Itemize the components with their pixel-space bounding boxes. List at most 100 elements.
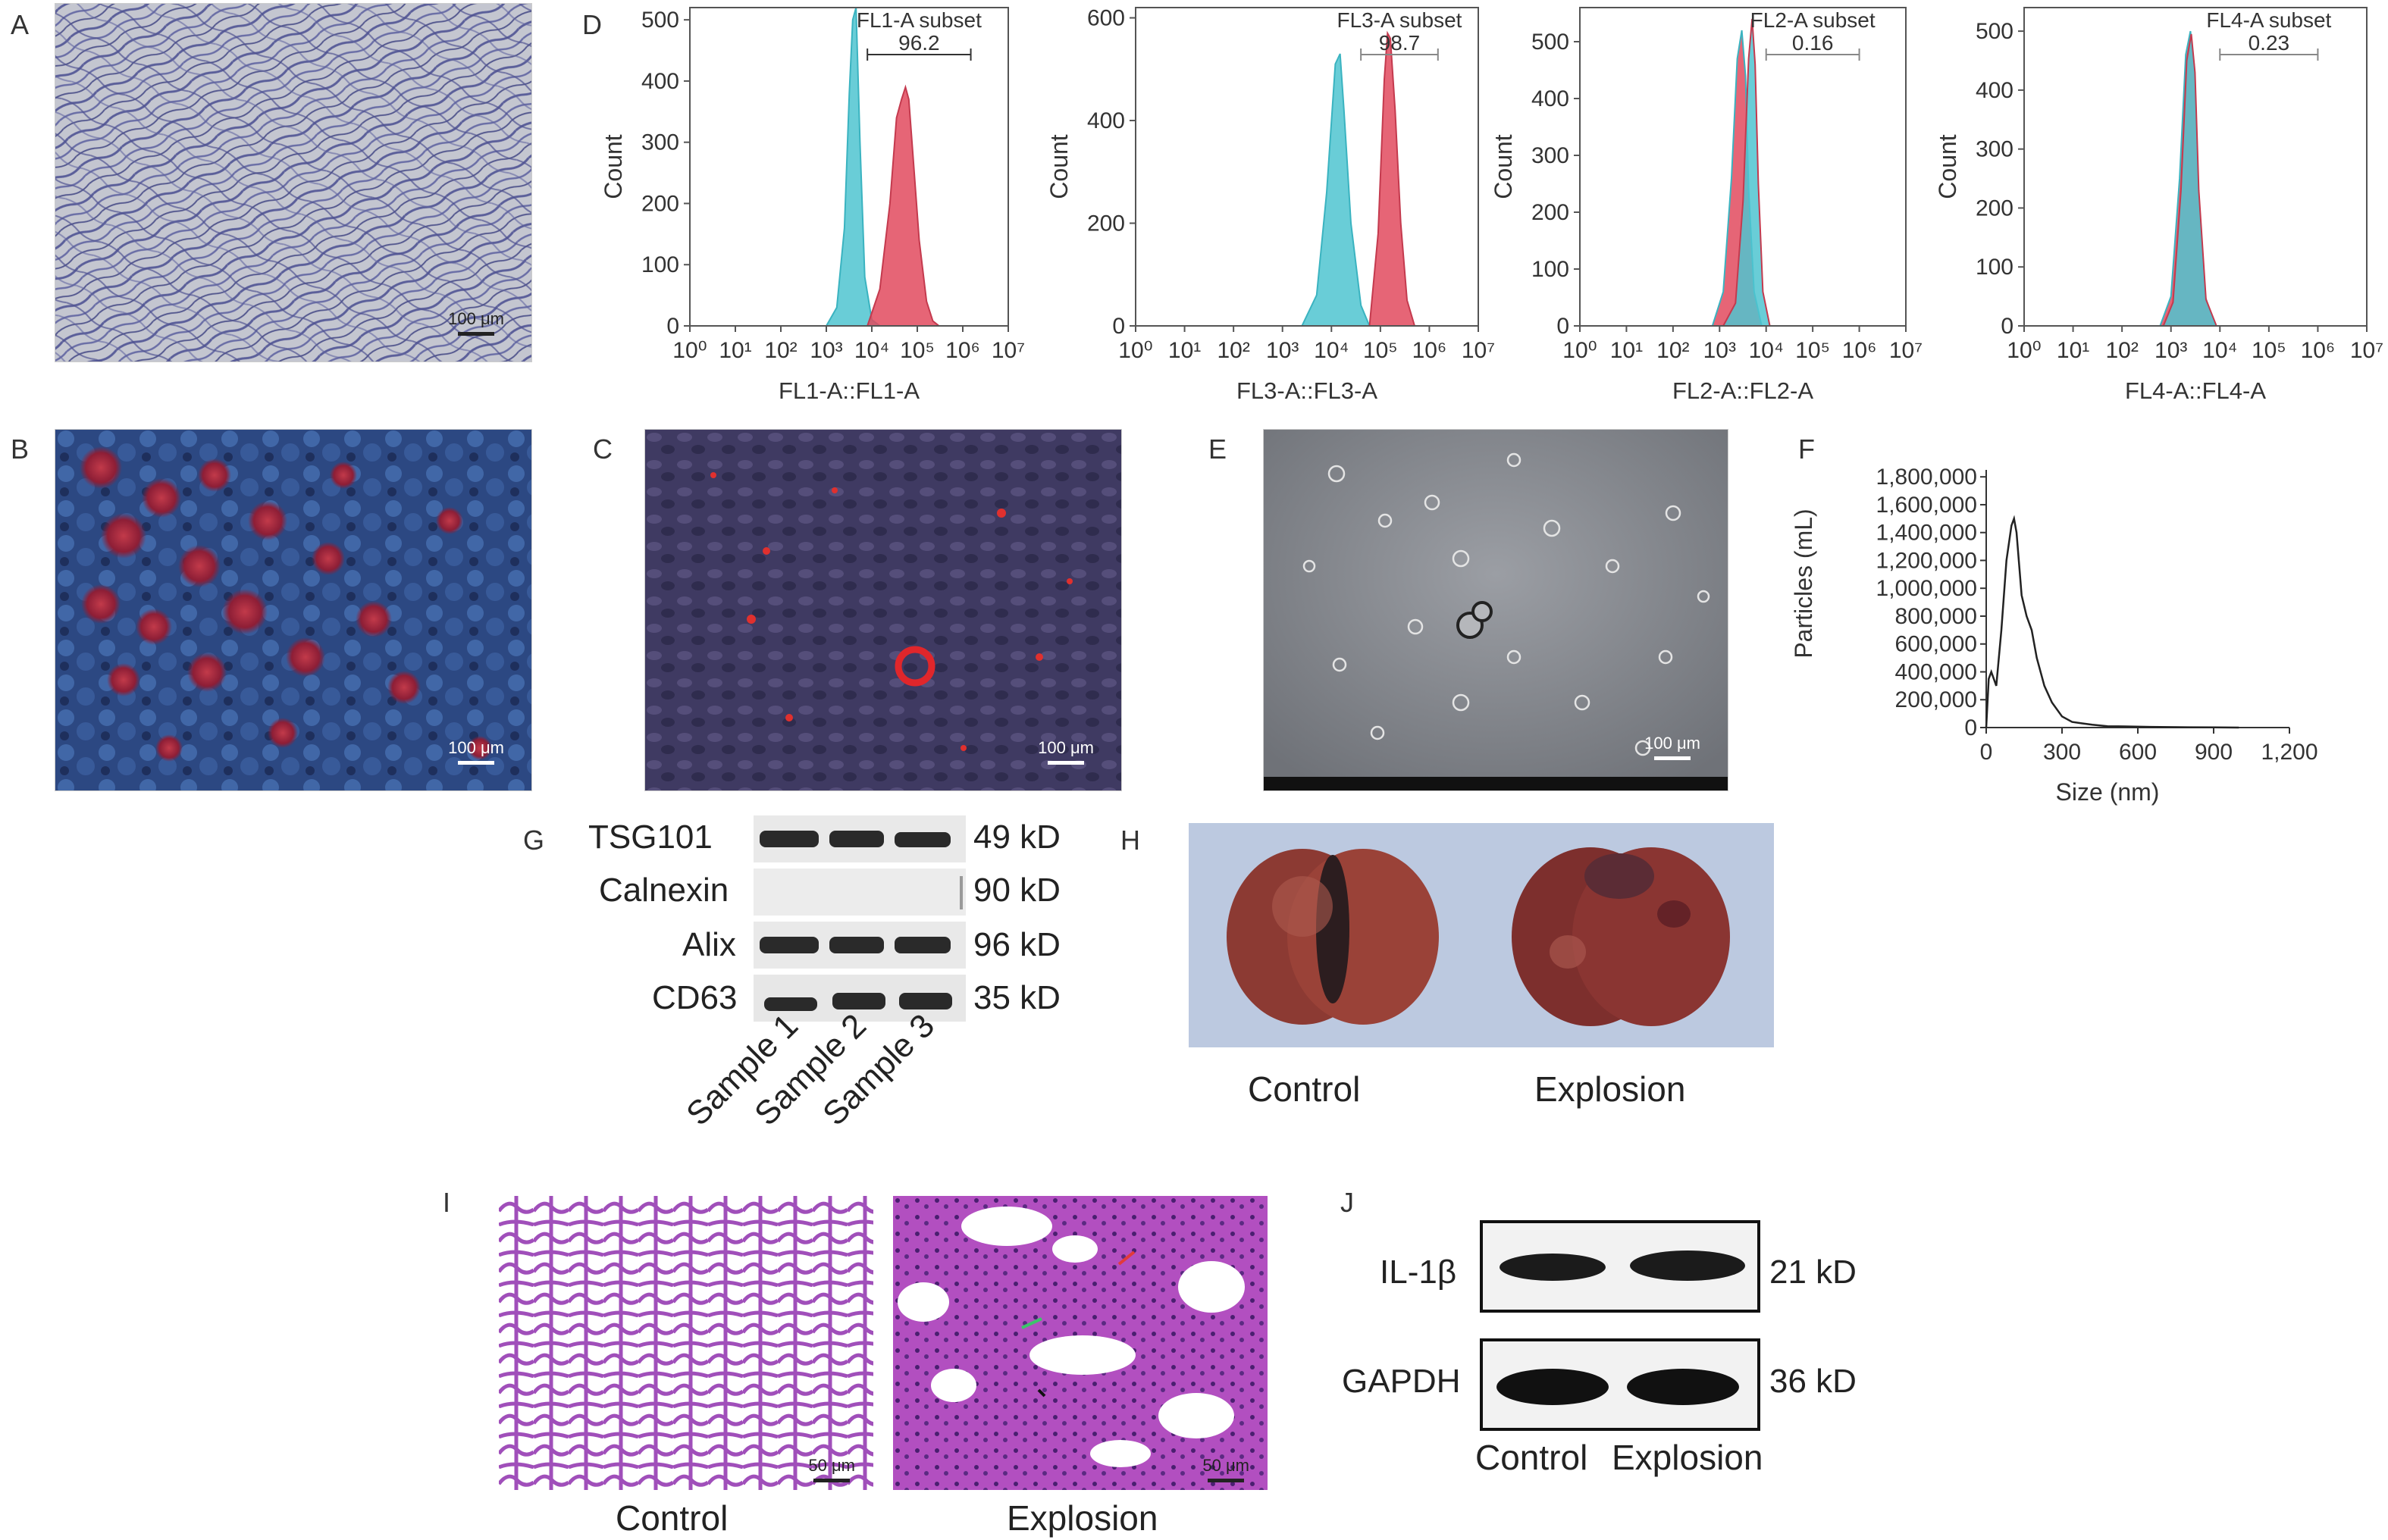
y-tick-label: 200 xyxy=(641,191,679,216)
y-axis-label: Count xyxy=(1490,134,1517,199)
y-axis-label: Count xyxy=(1045,134,1073,199)
y-tick-label: 200 xyxy=(1087,211,1125,236)
blot-j-label-explosion: Explosion xyxy=(1612,1438,1763,1477)
x-tick-label: 10³ xyxy=(1266,338,1299,363)
x-tick-label: 10⁷ xyxy=(992,338,1025,363)
x-tick-label: 10² xyxy=(764,338,797,363)
panel-label-h: H xyxy=(1120,825,1140,856)
x-tick-label: 10³ xyxy=(2155,338,2187,363)
y-tick-label: 500 xyxy=(1531,30,1569,55)
y-tick-label: 1,800,000 xyxy=(1876,465,1977,490)
x-tick-label: 600 xyxy=(2119,740,2157,765)
flow-histogram-2: 0 200 400 600 10⁰ 10¹ 10² 10³ 10⁴ 10⁵ 10⁶ 10⁷ FL3-A:… xyxy=(1045,6,1495,404)
micrograph-c: 100 μm xyxy=(644,429,1122,791)
x-tick-label: 10⁰ xyxy=(2007,338,2041,363)
x-tick-label: 900 xyxy=(2195,740,2233,765)
micrograph-a: 100 μm xyxy=(55,3,532,362)
x-tick-label: 10⁰ xyxy=(1562,338,1597,363)
flow-histogram-3: 0 100 200 300 400 500 10⁰ 10¹ 10² 10³ 10⁴ 10⁵ 10⁶ 10⁷… xyxy=(1490,7,1923,404)
micrograph-e: 100 μm xyxy=(1263,429,1728,791)
micrograph-b: 100 μm xyxy=(55,429,532,791)
x-tick-label: 10⁵ xyxy=(1363,338,1398,363)
y-tick-label: 200,000 xyxy=(1895,687,1977,712)
panel-label-f: F xyxy=(1798,434,1815,465)
gate-label: FL1-A subset xyxy=(857,8,982,32)
panel-label-a: A xyxy=(11,9,30,40)
scale-text-i-control: 50 μm xyxy=(808,1456,855,1475)
mw-label-36: 36 kD xyxy=(1769,1363,1857,1400)
panel-label-j: J xyxy=(1340,1187,1354,1218)
gate-value: 98.7 xyxy=(1379,31,1421,55)
plot-frame xyxy=(2023,7,2368,327)
x-axis-label: FL1-A::FL1-A xyxy=(779,377,920,404)
y-tick-label: 0 xyxy=(1556,314,1569,339)
x-tick-label: 10⁶ xyxy=(2301,338,2336,363)
x-tick-label: 10¹ xyxy=(1168,338,1201,363)
histogram-series-1 xyxy=(1300,53,1371,327)
histology-control: 50 μm xyxy=(499,1196,873,1490)
y-tick-label: 1,600,000 xyxy=(1876,493,1977,518)
histology-label-explosion: Explosion xyxy=(1007,1498,1158,1538)
x-tick-label: 1,200 xyxy=(2261,740,2317,765)
blot-j-label-control: Control xyxy=(1475,1438,1588,1477)
mw-label-90: 90 kD xyxy=(973,872,1061,909)
gate-value: 96.2 xyxy=(898,31,940,55)
histology-explosion: 50 μm xyxy=(893,1196,1268,1490)
x-axis-label: Size (nm) xyxy=(2056,778,2160,806)
x-tick-label: 10⁴ xyxy=(1314,338,1349,363)
protein-label-calnexin: Calnexin xyxy=(599,872,729,909)
y-tick-label: 500 xyxy=(641,8,679,33)
histology-label-control: Control xyxy=(616,1498,729,1538)
x-tick-label: 10⁶ xyxy=(1842,338,1877,363)
x-tick-label: 10⁵ xyxy=(900,338,935,363)
histogram-series-2 xyxy=(867,84,940,327)
scale-bar-e: 100 μm xyxy=(1644,734,1700,760)
x-tick-label: 10⁷ xyxy=(2350,338,2383,363)
panel-label-g: G xyxy=(523,825,545,856)
y-tick-label: 800,000 xyxy=(1895,604,1977,629)
blot-gapdh xyxy=(1480,1338,1760,1431)
x-tick-label: 10³ xyxy=(810,338,842,363)
x-tick-label: 10⁷ xyxy=(1889,338,1923,363)
scale-text-c: 100 μm xyxy=(1038,738,1094,757)
mw-label-21: 21 kD xyxy=(1769,1254,1857,1291)
y-tick-label: 400 xyxy=(1531,86,1569,111)
x-tick-label: 10⁴ xyxy=(1749,338,1784,363)
nta-curve xyxy=(1985,515,2239,729)
mw-label-96: 96 kD xyxy=(973,926,1061,963)
panel-label-d: D xyxy=(582,9,602,40)
x-tick-label: 10¹ xyxy=(719,338,751,363)
y-axis-label: Count xyxy=(600,134,627,199)
x-tick-label: 10⁴ xyxy=(854,338,889,363)
x-axis-label: FL2-A::FL2-A xyxy=(1672,377,1813,404)
x-tick-label: 10¹ xyxy=(1610,338,1643,363)
x-tick-label: 10² xyxy=(1217,338,1249,363)
x-axis-label: FL4-A::FL4-A xyxy=(2125,377,2266,404)
y-tick-label: 400,000 xyxy=(1895,659,1977,684)
y-tick-label: 500 xyxy=(1976,19,2014,44)
y-tick-label: 200 xyxy=(1531,200,1569,225)
gate-value: 0.23 xyxy=(2249,31,2290,55)
blot-il1b xyxy=(1480,1220,1760,1313)
y-tick-label: 300 xyxy=(641,130,679,155)
panel-label-b: B xyxy=(11,434,30,465)
scale-bar-b: 100 μm xyxy=(448,738,504,765)
x-tick-label: 10⁰ xyxy=(672,338,707,363)
x-tick-label: 10⁰ xyxy=(1118,338,1152,363)
scale-text-e: 100 μm xyxy=(1644,734,1700,753)
lung-label-explosion: Explosion xyxy=(1534,1069,1686,1109)
control-lung xyxy=(1227,849,1439,1025)
scale-text-a: 100 μm xyxy=(448,309,504,328)
protein-label-gapdh: GAPDH xyxy=(1342,1363,1461,1400)
y-tick-label: 1,400,000 xyxy=(1876,521,1977,546)
y-tick-label: 0 xyxy=(1112,314,1125,339)
x-tick-label: 300 xyxy=(2043,740,2081,765)
protein-label-alix: Alix xyxy=(682,926,736,963)
x-tick-label: 0 xyxy=(1980,740,1993,765)
y-tick-label: 400 xyxy=(1976,78,2014,103)
plot-frame xyxy=(1579,7,1907,327)
x-tick-label: 10³ xyxy=(1703,338,1736,363)
x-tick-label: 10⁵ xyxy=(1795,338,1830,363)
panel-label-e: E xyxy=(1208,434,1227,465)
